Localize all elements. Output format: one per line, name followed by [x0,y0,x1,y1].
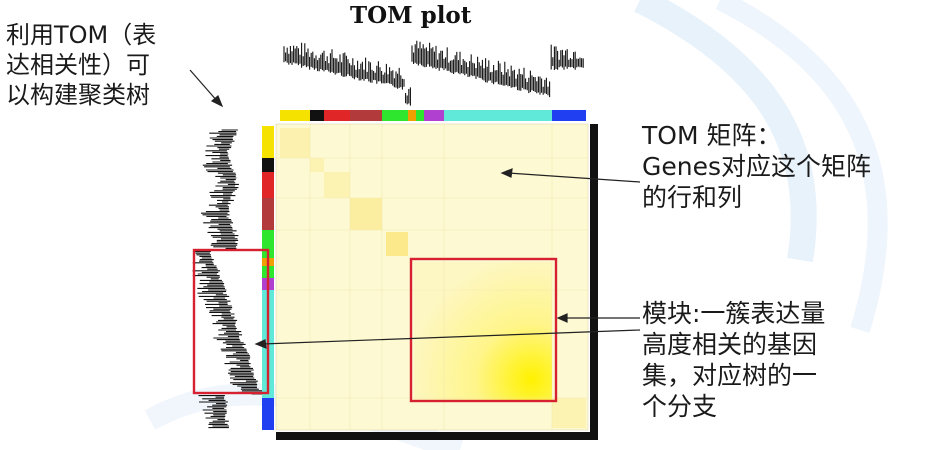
annotation-tom-matrix: TOM 矩阵： Genes对应这个矩阵 的行和列 [642,120,871,213]
annotation-dendrogram: 利用TOM（表 达相关性）可 以构建聚类树 [6,20,156,110]
top-dendrogram-branches [283,40,584,106]
left-dendrogram [192,129,263,429]
annotation-line: 利用TOM（表 [6,21,157,49]
dendro-arrow-head [210,95,224,108]
top-module-colorbar [280,110,586,121]
left-module-colorbar [262,126,274,430]
module-block-green [386,232,408,256]
annotation-line: 以构建聚类树 [6,81,150,109]
module-highlight-box [409,257,558,403]
annotation-line: 的行和列 [642,183,743,212]
top-dendrogram [283,40,584,106]
branch-arrow-head [254,339,267,349]
left-dendrogram-branches [192,129,263,429]
figure-title: TOM plot [350,2,472,29]
module-arrow-head [556,313,568,323]
annotation-line: 集，对应树的一 [642,361,818,390]
annotation-line: 达相关性）可 [6,51,150,79]
module-block-red [324,172,350,198]
tom-arrow-head [500,168,513,178]
module-block-blue [552,398,586,428]
annotation-line: 模块:一簇表达量 [642,299,826,328]
dendro-arrow-line [189,69,219,103]
annotation-module: 模块:一簇表达量 高度相关的基因 集，对应树的一 个分支 [642,298,825,422]
tom-arrow-line [507,172,641,183]
module-block-yellow [280,128,310,158]
module-block-black [310,158,324,172]
annotation-line: TOM 矩阵： [642,121,782,150]
tom-matrix [275,123,589,431]
branch-arrow-line [261,329,641,345]
module-block-turquoise [414,262,552,400]
annotation-line: Genes对应这个矩阵 [642,152,872,181]
right-border-bar [590,124,598,434]
annotation-line: 个分支 [642,392,718,421]
module-block-brown [350,198,382,230]
bottom-border-bar [276,432,598,440]
annotation-line: 高度相关的基因 [642,330,818,359]
branch-highlight-box [192,248,270,395]
